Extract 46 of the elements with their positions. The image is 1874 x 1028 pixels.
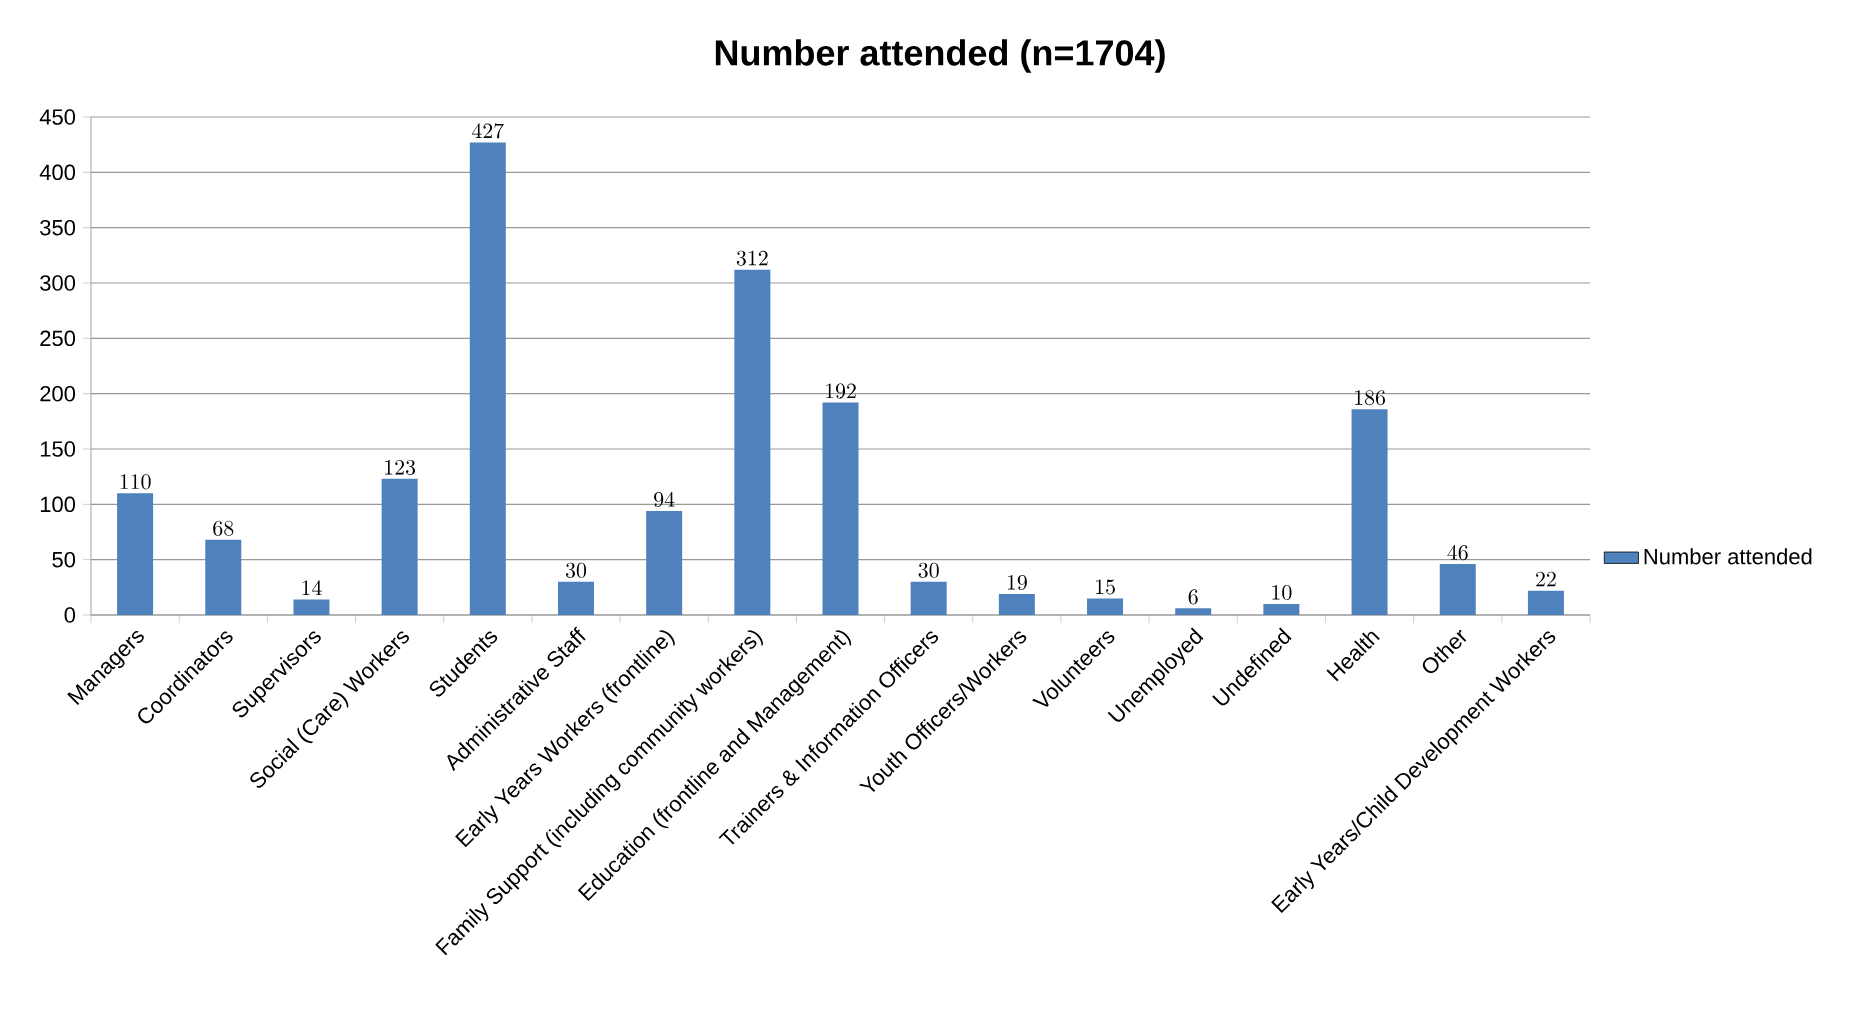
bar [1175, 608, 1212, 615]
y-tick-label: 300 [40, 275, 76, 291]
data-label: 68 [213, 520, 234, 536]
data-label: 46 [1447, 544, 1468, 561]
data-label: 30 [918, 562, 939, 578]
data-label: 192 [826, 383, 856, 399]
y-tick-label: 450 [39, 109, 76, 125]
bar [646, 510, 683, 615]
y-tick-label: 350 [40, 219, 76, 236]
bar [1263, 603, 1300, 615]
legend-label: Number attended [1644, 548, 1812, 565]
y-tick-label: 50 [52, 551, 76, 568]
data-label: 6 [1188, 589, 1198, 605]
chart-title: Number attended (n=1704) [715, 39, 1165, 73]
y-tick-label: 200 [40, 385, 76, 402]
data-label: 14 [302, 580, 322, 596]
data-label: 312 [736, 250, 768, 266]
y-tick-label: 0 [64, 607, 76, 623]
y-tick-label: 400 [39, 164, 76, 181]
y-tick-label: 100 [40, 496, 76, 513]
bar [1527, 590, 1564, 615]
data-label: 186 [1355, 390, 1386, 406]
bar [557, 581, 594, 615]
bar [910, 581, 947, 615]
bar [822, 402, 859, 615]
data-label: 10 [1272, 584, 1292, 600]
y-tick-label: 150 [40, 441, 76, 457]
bar [381, 478, 418, 615]
bar [1439, 564, 1476, 615]
y-tick-label: 250 [40, 330, 76, 347]
bar [1087, 598, 1124, 615]
bar [469, 142, 506, 615]
data-label: 110 [120, 474, 151, 490]
data-label: 427 [472, 123, 504, 139]
bar [998, 593, 1035, 615]
data-label: 30 [565, 562, 587, 578]
bar [734, 269, 771, 615]
data-label: 15 [1096, 579, 1115, 595]
bar [1351, 409, 1388, 615]
data-label: 19 [1007, 574, 1027, 591]
data-label: 94 [654, 491, 675, 508]
bar [117, 493, 154, 615]
bar [205, 539, 242, 615]
data-label: 123 [385, 459, 416, 475]
data-label: 22 [1536, 571, 1556, 587]
bar [293, 599, 330, 615]
